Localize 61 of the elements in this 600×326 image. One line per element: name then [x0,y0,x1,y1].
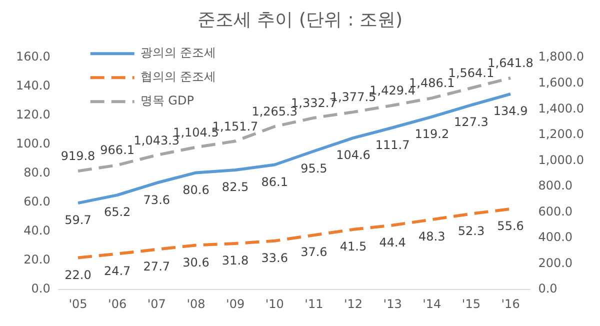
y2-tick-label: 200.0 [538,256,573,270]
data-label: 30.6 [182,255,210,270]
data-label: 65.2 [104,205,131,220]
data-label: 41.5 [340,240,367,254]
data-label: 95.5 [300,161,328,176]
data-label: 37.6 [300,245,328,260]
legend-label: 광의의 준조세 [140,46,216,60]
y2-tick-label: 1,800.0 [538,50,584,64]
data-label: 86.1 [261,174,288,189]
data-label: 22.0 [64,268,92,282]
y2-tick-label: 400.0 [538,230,573,244]
x-tick-label: '12 [344,296,363,311]
y-tick-label: 40.0 [24,224,50,238]
x-tick-label: '16 [501,296,520,311]
data-label: 52.3 [458,224,485,238]
data-label: 127.3 [454,115,488,130]
data-label: 44.4 [379,235,406,250]
y2-tick-label: 1,200.0 [538,127,584,142]
legend-label: 명목 GDP [140,94,194,108]
y-tick-label: 140.0 [16,78,50,93]
x-tick-label: '09 [226,296,245,311]
x-tick-label: '06 [108,296,127,311]
y2-tick-label: 1,600.0 [538,76,584,90]
data-label: 31.8 [222,254,249,268]
y2-tick-label: 600.0 [538,204,573,218]
y2-tick-label: 800.0 [538,178,573,193]
y2-tick-label: 0.0 [538,282,558,296]
data-label: 919.8 [60,149,96,164]
data-label: 24.7 [104,264,131,278]
legend-label: 협의의 준조세 [140,70,216,84]
data-label: 119.2 [414,126,450,141]
data-label: 104.6 [336,148,370,162]
data-label: 55.6 [497,219,524,234]
data-label: 134.9 [493,104,528,118]
x-tick-label: '10 [265,296,284,311]
y-tick-label: 60.0 [24,194,50,209]
x-tick-label: '07 [147,296,166,311]
data-label: 27.7 [143,260,170,274]
data-label: 59.7 [64,213,92,228]
y-tick-label: 120.0 [16,108,50,122]
x-tick-label: '14 [422,296,442,311]
x-tick-label: '05 [68,296,88,311]
y-tick-label: 0.0 [31,282,50,296]
data-label: 80.6 [182,182,210,197]
data-label: 966.1 [100,143,135,158]
x-tick-label: '15 [462,296,481,311]
y2-tick-label: 1,400.0 [538,101,584,116]
x-tick-label: '08 [186,296,206,311]
data-label: 48.3 [418,230,446,244]
data-label: 111.7 [375,138,410,152]
data-label: 33.6 [261,251,288,266]
x-tick-label: '13 [383,296,402,311]
y-tick-label: 160.0 [16,50,50,64]
y2-tick-label: 1,000.0 [538,152,584,167]
y-tick-label: 100.0 [16,136,50,151]
data-label: 82.5 [222,180,249,194]
x-tick-label: '11 [304,296,324,311]
y-tick-label: 20.0 [24,252,50,267]
chart-title: 준조세 추이 (단위 : 조원) [198,9,402,30]
y-tick-label: 80.0 [24,166,50,180]
data-label: 73.6 [143,193,170,208]
